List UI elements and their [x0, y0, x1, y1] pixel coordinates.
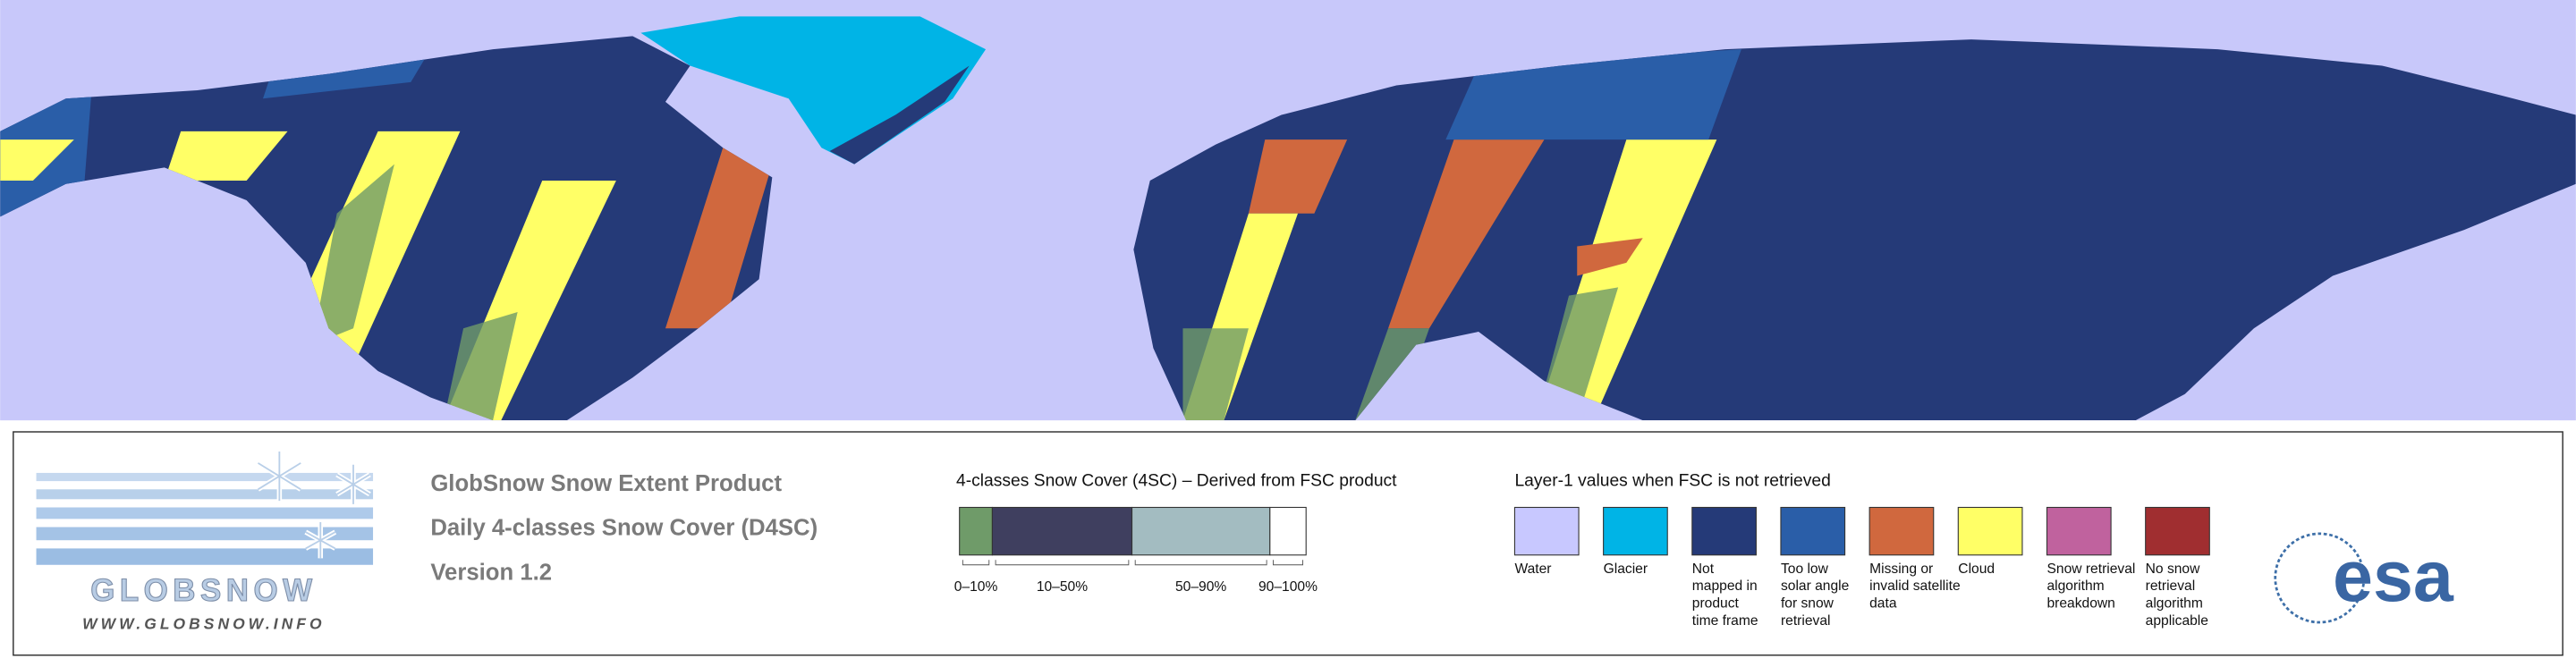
- bracket: [1134, 560, 1267, 566]
- bracket: [1273, 560, 1303, 566]
- globsnow-logo: GLOBSNOW WWW.GLOBSNOW.INFO: [36, 452, 374, 632]
- layer1-label: retrieval: [1781, 613, 1831, 629]
- snow-cover-swatch: [991, 506, 1133, 556]
- logo-url: WWW.GLOBSNOW.INFO: [82, 614, 325, 632]
- layer1-swatch: [1957, 506, 2023, 556]
- layer1-swatch: [1868, 506, 1935, 556]
- snow-cover-swatch: [1269, 506, 1307, 556]
- layer1-label: Glacier: [1604, 561, 1648, 577]
- snow-cover-swatch: [959, 506, 993, 556]
- layer1-label: mapped in: [1692, 578, 1758, 594]
- layer1-swatch: [2046, 506, 2112, 556]
- layer1-label: Snow retrieval: [2046, 561, 2135, 577]
- layer1-label: No snow: [2146, 561, 2200, 577]
- snow-cover-label: 50–90%: [1175, 579, 1226, 595]
- layer1-label: for snow: [1781, 596, 1835, 612]
- esa-logo: esa: [2274, 532, 2454, 624]
- logo-name: GLOBSNOW: [90, 573, 317, 608]
- bracket: [962, 560, 990, 566]
- layer1-label: retrieval: [2146, 578, 2196, 594]
- snow-cover-label: 90–100%: [1258, 579, 1318, 595]
- layer1-label: data: [1869, 596, 1897, 612]
- layer1-swatch: [1513, 506, 1580, 556]
- layer1-label: algorithm: [2146, 596, 2203, 612]
- agency-name: esa: [2333, 536, 2454, 617]
- snow-cover-label: 10–50%: [1037, 579, 1088, 595]
- product-subtitle: Daily 4-classes Snow Cover (D4SC): [430, 516, 818, 541]
- greenland-stripe: [829, 65, 970, 165]
- layer1-swatch: [1780, 506, 1846, 556]
- layer1-label: applicable: [2146, 613, 2208, 629]
- product-version: Version 1.2: [430, 560, 552, 585]
- product-title: GlobSnow Snow Extent Product: [430, 471, 782, 496]
- layer1-label: Too low: [1781, 561, 1829, 577]
- map: [0, 0, 2576, 421]
- snow-cover-swatch: [1131, 506, 1271, 556]
- layer1-label: invalid satellite: [1869, 578, 1961, 594]
- layer1-label: time frame: [1692, 613, 1758, 629]
- layer1-legend-title: Layer-1 values when FSC is not retrieved: [1514, 472, 1830, 491]
- snow-cover-legend: 0–10% 10–50% 50–90% 90–100%: [954, 506, 1318, 595]
- bracket: [995, 560, 1130, 566]
- layer1-swatch: [1691, 506, 1757, 556]
- layer1-label: Cloud: [1958, 561, 1995, 577]
- layer1-swatch: [2145, 506, 2210, 556]
- layer1-label: Not: [1692, 561, 1715, 577]
- snow-cover-label: 0–10%: [954, 579, 998, 595]
- snow-cover-legend-title: 4-classes Snow Cover (4SC) – Derived fro…: [956, 472, 1397, 491]
- layer1-label: Water: [1514, 561, 1551, 577]
- layer1-label: algorithm: [2046, 578, 2104, 594]
- layer1-label: solar angle: [1781, 578, 1849, 594]
- layer1-label: product: [1692, 596, 1740, 612]
- layer1-label: breakdown: [2046, 596, 2114, 612]
- layer1-swatch: [1603, 506, 1668, 556]
- layer1-label: Missing or: [1869, 561, 1933, 577]
